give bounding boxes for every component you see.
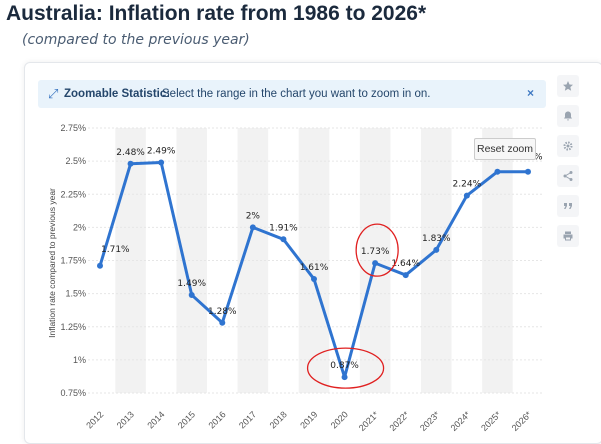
- data-point[interactable]: [341, 374, 348, 381]
- data-point[interactable]: [280, 236, 287, 243]
- data-point[interactable]: [433, 246, 440, 253]
- y-tick-label: 1.25%: [60, 322, 86, 332]
- x-tick-label: 2017: [237, 409, 258, 430]
- x-tick-label: 2015: [176, 409, 197, 430]
- data-label: 1.83%: [422, 234, 451, 244]
- y-tick-label: 0.75%: [60, 388, 86, 398]
- data-point[interactable]: [463, 192, 470, 199]
- x-tick-label: 2025*: [479, 409, 503, 433]
- data-label: 2.49%: [147, 146, 176, 156]
- data-point[interactable]: [372, 260, 379, 267]
- data-label: 1.28%: [208, 307, 237, 317]
- expand-arrows-icon: ⤢: [48, 86, 59, 101]
- x-tick-label: 2019: [298, 409, 319, 430]
- data-label: 2%: [246, 211, 261, 221]
- y-tick-label: 2%: [73, 222, 86, 232]
- y-axis-label: Inflation rate compared to previous year: [47, 188, 57, 338]
- x-tick-label: 2013: [115, 409, 136, 430]
- data-point[interactable]: [188, 291, 195, 298]
- data-label: %: [534, 153, 543, 163]
- data-label: 1.71%: [101, 245, 130, 255]
- data-point[interactable]: [402, 272, 409, 279]
- share-icon[interactable]: [557, 165, 579, 187]
- zoom-banner-close-button[interactable]: ×: [526, 86, 534, 100]
- data-point[interactable]: [97, 262, 103, 269]
- zoom-banner: ⤢ Zoomable Statistic: Select the range i…: [38, 80, 546, 108]
- data-point[interactable]: [494, 168, 501, 175]
- data-point[interactable]: [219, 319, 226, 326]
- x-tick-label: 2024*: [449, 409, 473, 433]
- y-tick-label: 2.25%: [60, 189, 86, 199]
- data-label: 2.48%: [116, 148, 145, 158]
- data-label: 1.73%: [361, 247, 390, 257]
- data-point[interactable]: [158, 159, 165, 166]
- y-tick-label: 1.5%: [65, 289, 86, 299]
- x-tick-label: 2021*: [357, 409, 381, 433]
- gear-icon[interactable]: [557, 135, 579, 157]
- x-tick-label: 2022*: [387, 409, 411, 433]
- data-point[interactable]: [525, 168, 531, 175]
- x-tick-label: 2012: [84, 409, 105, 430]
- page-subtitle: (compared to the previous year): [22, 32, 250, 48]
- data-point[interactable]: [127, 160, 134, 167]
- reset-zoom-button[interactable]: Reset zoom: [474, 138, 536, 160]
- x-tick-label: 2023*: [418, 409, 442, 433]
- data-point[interactable]: [249, 224, 256, 231]
- data-label: 2.24%: [453, 180, 482, 190]
- y-tick-label: 2.75%: [60, 123, 86, 133]
- data-label: 1.49%: [177, 279, 206, 289]
- x-tick-label: 2014: [145, 409, 166, 430]
- data-label: 1.61%: [300, 263, 329, 273]
- data-label: 0.87%: [330, 361, 359, 371]
- bell-icon[interactable]: [557, 105, 579, 127]
- zoom-banner-text: Select the range in the chart you want t…: [162, 88, 431, 100]
- data-point[interactable]: [311, 276, 317, 283]
- x-tick-label: 2016: [206, 409, 227, 430]
- star-icon[interactable]: [557, 75, 579, 97]
- zoom-banner-label: Zoomable Statistic:: [64, 88, 171, 100]
- data-label: 1.91%: [269, 223, 298, 233]
- print-icon[interactable]: [557, 225, 579, 247]
- highlight-circle: [355, 223, 399, 277]
- y-tick-label: 1.75%: [60, 256, 86, 266]
- quote-icon[interactable]: [557, 195, 579, 217]
- page-title: Australia: Inflation rate from 1986 to 2…: [6, 2, 427, 25]
- y-tick-label: 2.5%: [65, 156, 86, 166]
- x-tick-label: 2018: [268, 409, 289, 430]
- x-tick-label: 2020: [329, 409, 350, 430]
- x-tick-label: 2026*: [510, 409, 534, 433]
- highlight-circle: [306, 347, 385, 389]
- data-label: 1.64%: [391, 259, 420, 269]
- y-tick-label: 1%: [73, 355, 86, 365]
